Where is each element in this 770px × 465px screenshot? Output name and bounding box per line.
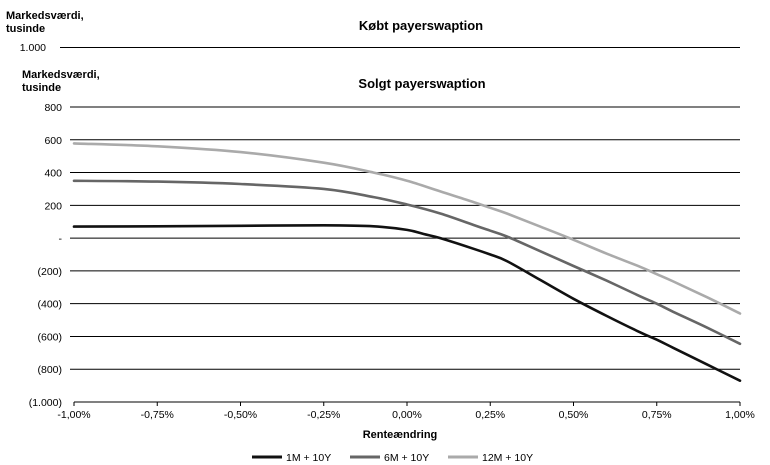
x-tick-label: -0,75% — [141, 409, 174, 421]
top-chart-title: Købt payerswaption — [359, 18, 483, 33]
top-y-axis-label-line2: tusinde — [6, 23, 45, 35]
y-tick-label: (1.000) — [29, 397, 62, 409]
x-tick-label: -1,00% — [57, 409, 90, 421]
y-tick-label: 600 — [44, 135, 62, 147]
chart-title: Solgt payerswaption — [358, 76, 485, 91]
series-line — [72, 179, 742, 346]
y-tick-label: 800 — [44, 102, 62, 114]
x-tick-label: 0,00% — [392, 409, 422, 421]
x-tick-labels: -1,00% -0,75% -0,50% -0,25% 0,00% 0,25% 0,50% 0… — [57, 402, 755, 421]
x-tick-label: 0,25% — [475, 409, 505, 421]
legend-label: 1M + 10Y — [286, 452, 331, 464]
legend-label: 12M + 10Y — [482, 452, 533, 464]
gridlines — [70, 106, 740, 403]
x-tick-label: 0,75% — [642, 409, 672, 421]
top-y-tick-label: 1.000 — [20, 42, 46, 54]
series-line — [72, 223, 742, 382]
x-axis-label: Renteændring — [363, 429, 438, 441]
top-y-axis-label-line1: Markedsværdi, — [6, 10, 84, 22]
y-tick-label: 400 — [44, 168, 62, 180]
y-axis-label-line1: Markedsværdi, — [22, 69, 100, 81]
legend-label: 6M + 10Y — [384, 452, 429, 464]
x-tick-label: -0,50% — [224, 409, 257, 421]
y-tick-label: (600) — [37, 331, 62, 343]
x-tick-label: -0,25% — [307, 409, 340, 421]
legend: 1M + 10Y 6M + 10Y 12M + 10Y — [252, 452, 533, 464]
y-tick-label: (800) — [37, 364, 62, 376]
series-lines — [72, 142, 742, 382]
series-line — [72, 142, 742, 315]
y-tick-label: - — [59, 233, 63, 245]
x-tick-label: 1,00% — [725, 409, 755, 421]
x-tick-label: 0,50% — [559, 409, 589, 421]
y-axis-label-line2: tusinde — [22, 82, 61, 94]
y-tick-label: (200) — [37, 266, 62, 278]
y-tick-label: 200 — [44, 200, 62, 212]
y-tick-label: (400) — [37, 299, 62, 311]
y-tick-labels: 800 600 400 200 - (200) (400) (600) (800) (1.000) — [29, 102, 63, 409]
